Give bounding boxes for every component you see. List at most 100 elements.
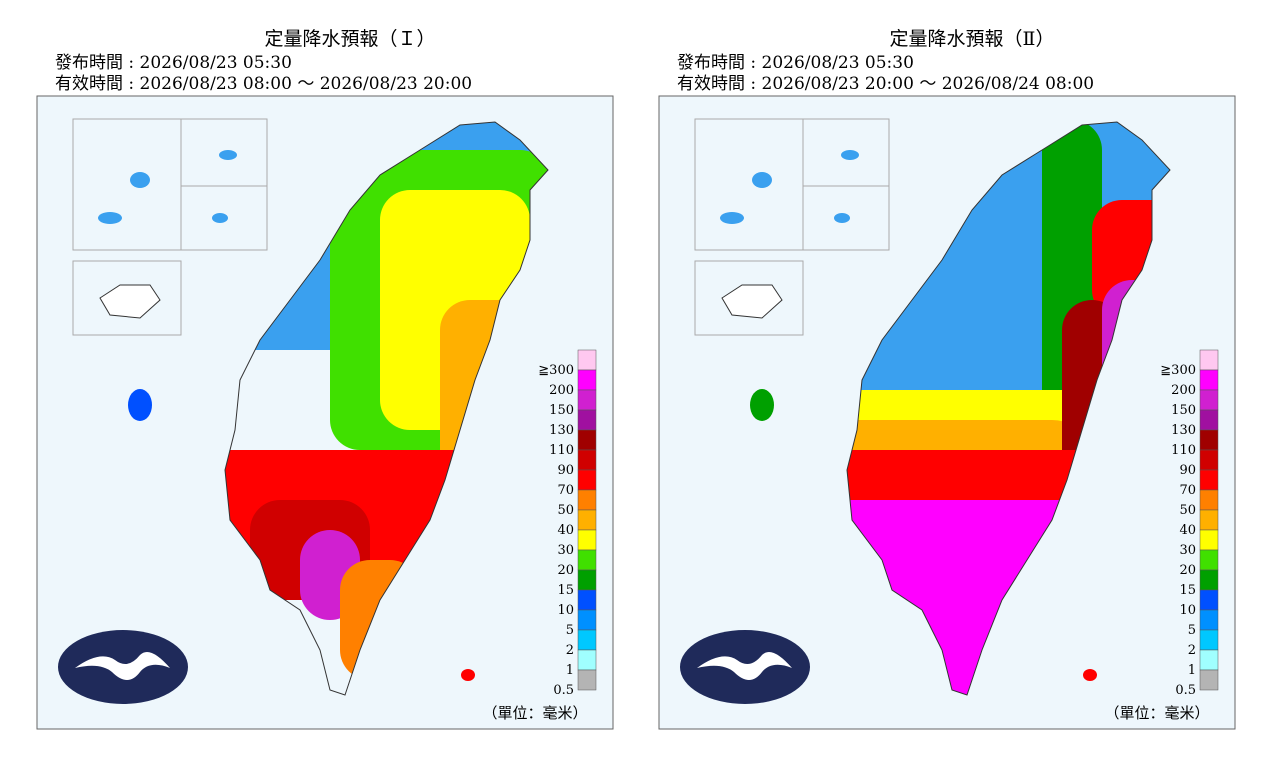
taiwan-outline	[846, 121, 1171, 696]
legend-label: 2	[566, 643, 574, 658]
legend-swatch	[1199, 529, 1219, 551]
legend-swatch	[1199, 589, 1219, 611]
legend-swatch	[1199, 369, 1219, 391]
legend-label: 30	[1179, 543, 1196, 558]
legend-label: 1	[1188, 663, 1196, 678]
logo-swirl	[697, 651, 792, 680]
valid-time: 有效時間 : 2026/08/23 20:00 ～ 2026/08/24 08:…	[677, 74, 1094, 94]
legend-swatch	[577, 489, 597, 511]
legend-swatch	[1199, 409, 1219, 431]
island	[130, 172, 150, 188]
legend-swatch	[577, 669, 597, 691]
island	[834, 213, 850, 223]
legend-swatch	[577, 469, 597, 491]
island	[98, 212, 122, 224]
legend-swatch	[577, 449, 597, 471]
island	[99, 284, 161, 319]
inset-box	[802, 185, 890, 251]
legend-swatch	[1199, 629, 1219, 651]
legend-label: 5	[1188, 623, 1196, 638]
legend-label: 110	[1171, 443, 1196, 458]
legend-label: 130	[1171, 423, 1196, 438]
island	[841, 150, 859, 160]
legend-label: 5	[566, 623, 574, 638]
legend-label: 70	[557, 483, 574, 498]
legend-swatch	[1199, 389, 1219, 411]
legend-swatch	[1199, 509, 1219, 531]
legend-swatch	[1199, 609, 1219, 631]
legend-swatch	[577, 349, 597, 371]
legend-swatch	[577, 429, 597, 451]
legend-label: 20	[1179, 563, 1196, 578]
island	[721, 284, 783, 319]
legend-swatch	[1199, 669, 1219, 691]
legend-swatch	[1199, 449, 1219, 471]
legend-label: ≧300	[1160, 363, 1196, 378]
legend-label: 0.5	[1175, 683, 1196, 698]
issue-time: 發布時間 : 2026/08/23 05:30	[677, 53, 914, 73]
legend-label: 10	[557, 603, 574, 618]
panel-title: 定量降水預報（Ⅱ）	[890, 28, 1055, 50]
legend-label: 70	[1179, 483, 1196, 498]
legend-swatch	[577, 509, 597, 531]
island	[752, 172, 772, 188]
legend-label: 20	[557, 563, 574, 578]
legend-label: 0.5	[553, 683, 574, 698]
legend-label: 1	[566, 663, 574, 678]
legend-swatch	[1199, 649, 1219, 671]
legend-swatch	[577, 549, 597, 571]
legend-swatch	[1199, 569, 1219, 591]
logo-swirl	[75, 651, 170, 680]
legend-label: 40	[1179, 523, 1196, 538]
legend-label: 200	[549, 383, 574, 398]
legend-swatch	[577, 369, 597, 391]
legend-label: 50	[1179, 503, 1196, 518]
island	[750, 389, 774, 421]
legend-swatch	[577, 389, 597, 411]
legend-swatch	[577, 629, 597, 651]
legend-label: ≧300	[538, 363, 574, 378]
valid-time: 有效時間 : 2026/08/23 08:00 ～ 2026/08/23 20:…	[55, 74, 472, 94]
legend-label: 15	[1179, 583, 1196, 598]
island	[212, 213, 228, 223]
island	[461, 669, 475, 681]
inset-box	[72, 260, 182, 336]
island	[1083, 669, 1097, 681]
legend-swatch	[1199, 489, 1219, 511]
legend-swatch	[577, 649, 597, 671]
legend-label: 10	[1179, 603, 1196, 618]
legend-swatch	[577, 609, 597, 631]
legend-swatch	[1199, 469, 1219, 491]
issue-time: 發布時間 : 2026/08/23 05:30	[55, 53, 292, 73]
legend-swatch	[1199, 349, 1219, 371]
legend-swatch	[577, 589, 597, 611]
island	[720, 212, 744, 224]
legend-swatch	[1199, 549, 1219, 571]
island	[128, 389, 152, 421]
legend-label: 150	[549, 403, 574, 418]
legend-swatch	[577, 529, 597, 551]
inset-box	[180, 185, 268, 251]
legend-label: 40	[557, 523, 574, 538]
legend-swatch	[1199, 429, 1219, 451]
island	[219, 150, 237, 160]
legend-swatch	[577, 569, 597, 591]
legend-swatch	[577, 409, 597, 431]
legend-label: 90	[1179, 463, 1196, 478]
unit-label: （單位：毫米）	[1104, 704, 1209, 722]
taiwan-outline	[224, 121, 549, 696]
legend-label: 50	[557, 503, 574, 518]
rain-area	[847, 450, 1122, 510]
legend-label: 130	[549, 423, 574, 438]
legend-label: 15	[557, 583, 574, 598]
legend-label: 30	[557, 543, 574, 558]
legend-label: 90	[557, 463, 574, 478]
unit-label: （單位：毫米）	[482, 704, 587, 722]
legend-label: 2	[1188, 643, 1196, 658]
legend-label: 150	[1171, 403, 1196, 418]
legend-label: 200	[1171, 383, 1196, 398]
inset-box	[694, 260, 804, 336]
